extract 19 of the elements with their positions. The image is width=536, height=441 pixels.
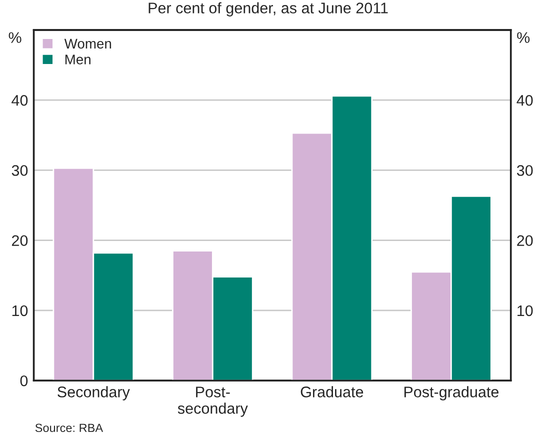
y2-tick-label: 30 <box>516 165 533 176</box>
chart-title: Per cent of gender, as at June 2011 <box>148 2 388 16</box>
y2-tick-label: 20 <box>517 235 533 246</box>
y-tick-label: 20 <box>12 235 28 246</box>
y2-tick-label: 40 <box>516 94 533 106</box>
legend-label: Women <box>64 38 112 49</box>
x-tick-label: Post- secondary <box>178 386 248 417</box>
y-tick-label: 10 <box>12 305 28 316</box>
y2-axis-title: % <box>517 32 530 43</box>
y-tick-label: 0 <box>20 375 28 386</box>
legend-label: Men <box>65 54 90 64</box>
x-tick-label: Secondary <box>58 386 130 400</box>
y-axis-title: % <box>8 32 22 43</box>
x-tick-label: Post-graduate <box>404 386 498 400</box>
source-note: Source: RBA <box>35 424 104 432</box>
y2-tick-label: 10 <box>518 305 533 316</box>
x-tick-label: Graduate <box>300 386 364 398</box>
y-tick-label: 40 <box>12 94 28 106</box>
y-tick-label: 30 <box>12 165 28 176</box>
